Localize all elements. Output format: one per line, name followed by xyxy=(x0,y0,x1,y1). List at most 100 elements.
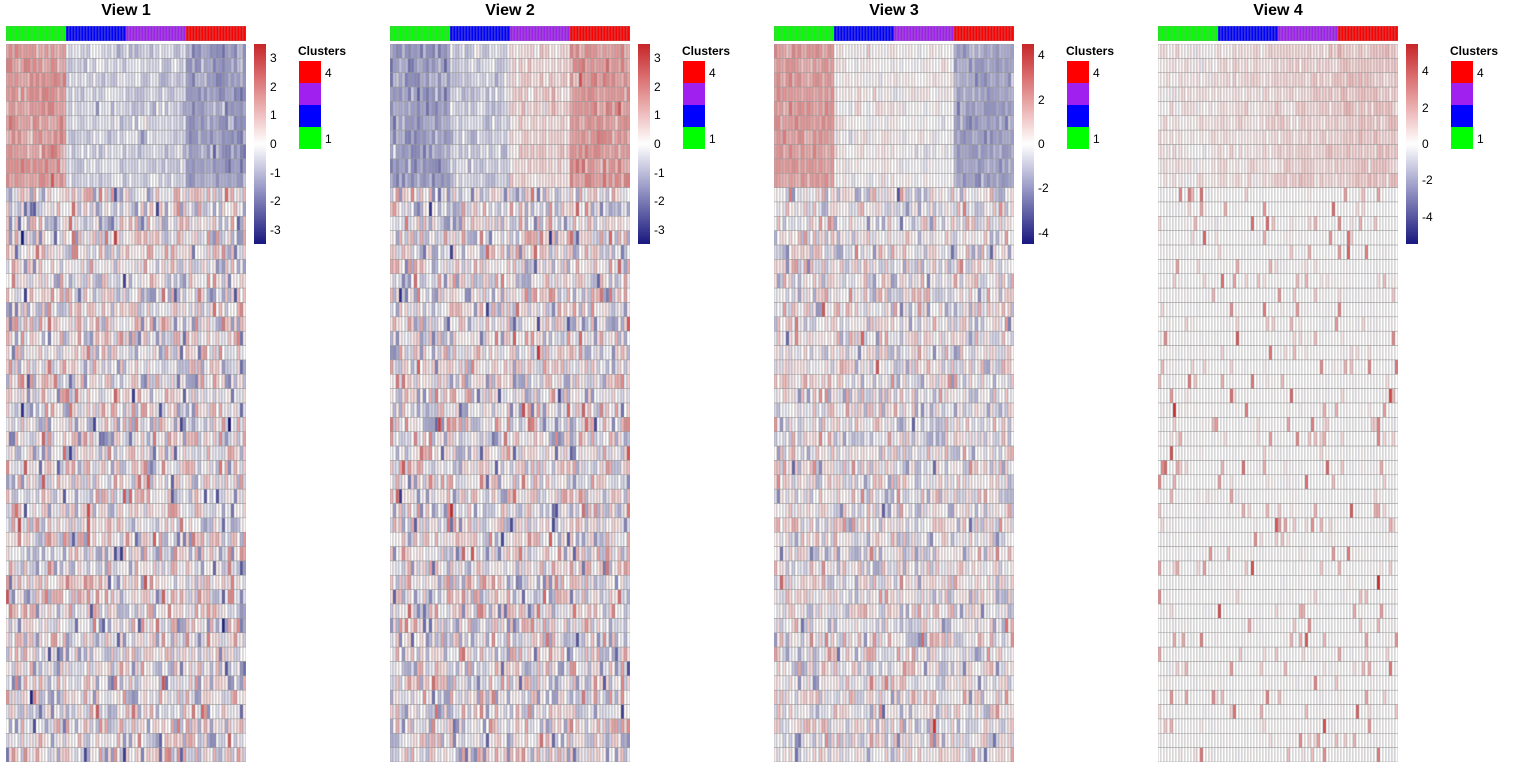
heatmap-cell xyxy=(173,172,178,188)
heatmap-cell xyxy=(74,417,79,432)
heatmap-cell xyxy=(68,488,73,504)
heatmap-cell xyxy=(578,115,583,131)
heatmap-cell xyxy=(146,531,151,547)
heatmap-cell xyxy=(98,417,103,432)
heatmap-cell xyxy=(206,474,211,490)
heatmap-cell xyxy=(242,531,246,547)
heatmap-cell xyxy=(215,345,220,361)
heatmap-cell xyxy=(116,144,121,160)
heatmap-cell xyxy=(239,129,244,145)
heatmap-cell xyxy=(62,201,67,217)
heatmap-cell xyxy=(119,474,124,490)
heatmap-cell xyxy=(92,86,97,102)
heatmap-cell xyxy=(224,445,229,461)
heatmap-cell xyxy=(233,517,238,533)
heatmap-cell xyxy=(218,86,223,102)
heatmap-cell xyxy=(521,144,526,160)
heatmap-cell xyxy=(149,172,154,188)
heatmap-cell xyxy=(551,44,556,59)
heatmap-cell xyxy=(11,230,16,246)
heatmap-cell xyxy=(548,72,553,88)
heatmap-cell xyxy=(164,316,169,332)
heatmap-cell xyxy=(551,158,556,174)
heatmap-cell xyxy=(53,546,58,562)
heatmap-cell xyxy=(20,417,25,432)
heatmap-cell xyxy=(47,431,52,447)
heatmap-cell xyxy=(479,101,484,117)
heatmap-cell xyxy=(17,158,22,174)
heatmap-cell xyxy=(179,144,184,160)
heatmap-cell xyxy=(23,216,28,231)
heatmap-cell xyxy=(68,287,73,303)
heatmap-cell xyxy=(50,144,55,160)
heatmap-cell xyxy=(107,675,112,691)
heatmap-cell xyxy=(191,718,196,734)
heatmap-cell xyxy=(158,733,163,748)
heatmap-cell xyxy=(194,345,199,361)
heatmap-cell xyxy=(152,273,157,289)
heatmap-cell xyxy=(74,589,79,605)
heatmap-cell xyxy=(425,115,430,131)
heatmap-cell xyxy=(38,388,43,404)
heatmap-cell xyxy=(71,474,76,490)
heatmap-cell xyxy=(227,345,232,361)
heatmap-cell xyxy=(77,259,82,275)
heatmap-cell xyxy=(32,675,37,691)
heatmap-cell xyxy=(89,718,94,734)
heatmap-cell xyxy=(161,359,166,375)
heatmap-cell xyxy=(194,187,199,203)
heatmap-cell xyxy=(38,72,43,88)
heatmap-cell xyxy=(38,503,43,519)
heatmap-cell xyxy=(146,603,151,619)
heatmap-cell xyxy=(104,575,109,590)
heatmap-cell xyxy=(83,733,88,748)
heatmap-cell xyxy=(176,287,181,303)
heatmap-cell xyxy=(428,115,433,131)
heatmap-cell xyxy=(131,488,136,504)
color-scale-tick-label: 2 xyxy=(270,79,277,94)
heatmap-cell xyxy=(8,330,13,346)
heatmap-cell xyxy=(29,287,34,303)
heatmap-cell xyxy=(392,44,397,59)
heatmap-cell xyxy=(56,646,61,662)
heatmap-cell xyxy=(221,488,226,504)
heatmap-cell xyxy=(197,129,202,145)
heatmap-cell xyxy=(197,158,202,174)
heatmap-cell xyxy=(179,129,184,145)
heatmap-cell xyxy=(167,316,172,332)
heatmap-cell xyxy=(128,531,133,547)
heatmap-cell xyxy=(149,675,154,691)
heatmap-cell xyxy=(179,575,184,590)
heatmap-cell xyxy=(185,158,190,174)
heatmap-cell xyxy=(227,474,232,490)
heatmap-cell xyxy=(68,718,73,734)
heatmap-cell xyxy=(140,603,145,619)
cluster-annotation-cell xyxy=(482,26,487,41)
heatmap-cell xyxy=(224,689,229,705)
heatmap-cell xyxy=(614,115,619,131)
heatmap-cell xyxy=(164,86,169,102)
heatmap-cell xyxy=(89,345,94,361)
heatmap-cell xyxy=(521,129,526,145)
heatmap-cell xyxy=(164,646,169,662)
heatmap-cell xyxy=(149,661,154,677)
heatmap-cell xyxy=(191,158,196,174)
heatmap-cell xyxy=(227,244,232,260)
heatmap-cell xyxy=(44,531,49,547)
heatmap-cell xyxy=(155,675,160,691)
heatmap-cell xyxy=(227,689,232,705)
heatmap-cell xyxy=(44,733,49,748)
heatmap-cell xyxy=(161,474,166,490)
heatmap-cell xyxy=(59,531,64,547)
heatmap-cell xyxy=(35,417,40,432)
heatmap-cell xyxy=(608,158,613,174)
heatmap-cell xyxy=(530,115,535,131)
heatmap-cell xyxy=(62,531,67,547)
heatmap-cell xyxy=(35,589,40,605)
heatmap-cell xyxy=(134,603,139,619)
heatmap-cell xyxy=(98,259,103,275)
heatmap-cell xyxy=(38,129,43,145)
heatmap-cell xyxy=(122,330,127,346)
heatmap-cell xyxy=(80,158,85,174)
heatmap-cell xyxy=(233,474,238,490)
